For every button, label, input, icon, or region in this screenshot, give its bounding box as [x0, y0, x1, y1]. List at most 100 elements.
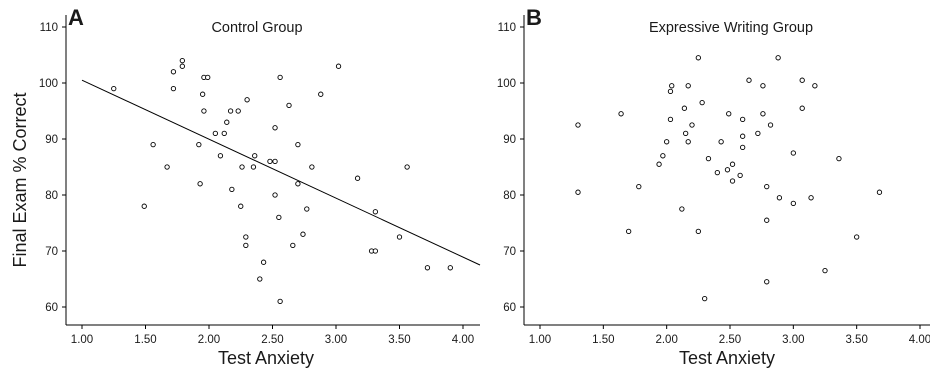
data-point: [244, 97, 250, 103]
data-point: [260, 259, 267, 265]
data-point: [764, 279, 770, 285]
data-point: [372, 209, 379, 215]
data-point: [822, 267, 828, 274]
data-point: [309, 164, 315, 170]
data-point: [179, 57, 185, 64]
data-point: [876, 189, 883, 195]
data-point: [304, 206, 310, 212]
data-point: [235, 108, 241, 114]
x-tick-label: 1.50: [592, 334, 614, 346]
y-tick-label: 60: [503, 302, 516, 314]
panel-a-plot-area: 60 70 80 90 100 110 1.00 1.50 2.00 2.50 3.00 3.50 4.…: [39, 15, 481, 346]
data-point: [790, 200, 796, 207]
data-point: [212, 130, 219, 137]
data-point: [695, 228, 701, 235]
data-point: [776, 195, 783, 201]
data-point: [404, 164, 410, 170]
data-point: [300, 231, 306, 237]
data-point: [239, 164, 245, 170]
data-point: [243, 234, 249, 240]
y-tick-label: 60: [45, 302, 58, 314]
data-point: [836, 155, 842, 162]
panel-b: B Expressive Writing Group Test Anxiety …: [497, 5, 930, 368]
x-tick-label: 3.50: [845, 334, 867, 346]
y-tick-label: 80: [503, 190, 516, 202]
data-point: [575, 189, 581, 195]
panel-a: A Control Group Test Anxiety 60 70 80 90 100…: [39, 5, 481, 368]
x-tick-label: 3.00: [782, 334, 804, 346]
data-point: [729, 161, 736, 167]
panel-b-plot-area: 60 70 80 90 100 110 1.00 1.50 2.00 2.50 3.00 3.50 4.…: [497, 15, 930, 346]
data-point: [447, 265, 453, 271]
data-point: [790, 150, 796, 156]
data-point: [683, 130, 689, 137]
panel-b-letter: B: [526, 5, 542, 30]
data-point: [660, 153, 666, 159]
data-point: [575, 122, 581, 128]
data-point: [243, 242, 249, 249]
data-point: [740, 133, 746, 139]
x-tick-label: 3.00: [325, 334, 347, 346]
data-point: [318, 91, 324, 97]
x-tick-label: 1.50: [134, 334, 156, 346]
data-point: [656, 161, 662, 167]
data-point: [141, 203, 147, 209]
data-point: [179, 63, 185, 69]
data-point: [699, 99, 705, 106]
x-tick-label: 2.50: [719, 334, 741, 346]
data-point: [277, 298, 283, 305]
data-point: [724, 167, 731, 173]
x-tick-label: 2.00: [198, 334, 220, 346]
data-point: [685, 139, 691, 145]
y-tick-label: 90: [45, 134, 58, 146]
data-point: [808, 195, 814, 201]
data-point: [197, 181, 203, 187]
x-tick-label: 2.00: [655, 334, 677, 346]
data-point: [854, 234, 860, 240]
data-point: [760, 83, 766, 89]
y-axis-title: Final Exam % Correct: [10, 92, 30, 267]
data-point: [286, 102, 292, 109]
data-point: [170, 69, 177, 75]
data-point: [775, 55, 781, 61]
data-point: [205, 74, 211, 81]
panel-a-title: Control Group: [211, 20, 302, 36]
y-tick-label: 110: [498, 22, 516, 34]
y-tick-label: 100: [497, 78, 516, 90]
x-tick-label: 1.00: [71, 334, 93, 346]
data-point: [257, 276, 263, 282]
x-tick-label: 3.50: [388, 334, 410, 346]
data-point: [746, 77, 752, 83]
data-point: [272, 158, 278, 165]
x-tick-label: 4.00: [452, 334, 474, 346]
x-tick-label: 2.50: [261, 334, 283, 346]
data-point: [217, 153, 224, 159]
data-point: [705, 155, 712, 162]
data-point: [729, 178, 736, 184]
data-point: [277, 74, 283, 81]
data-point: [695, 55, 701, 61]
data-point: [238, 203, 244, 209]
y-tick-label: 70: [503, 246, 516, 258]
data-point: [201, 108, 207, 114]
data-point: [424, 265, 431, 271]
data-point: [764, 183, 770, 190]
data-point: [229, 186, 235, 193]
x-tick-label: 4.00: [909, 334, 930, 346]
y-tick-label: 90: [503, 134, 516, 146]
data-point: [740, 144, 746, 151]
data-point: [295, 141, 301, 148]
data-point: [764, 217, 770, 223]
data-point: [679, 206, 685, 212]
data-point: [755, 130, 761, 137]
data-point: [636, 183, 642, 190]
data-point: [196, 141, 202, 148]
data-point: [664, 139, 670, 145]
data-point: [221, 130, 227, 137]
data-point: [799, 105, 805, 111]
data-point: [702, 295, 708, 302]
data-point: [685, 83, 691, 89]
data-point: [199, 91, 206, 97]
panel-a-x-axis-title: Test Anxiety: [218, 348, 314, 368]
